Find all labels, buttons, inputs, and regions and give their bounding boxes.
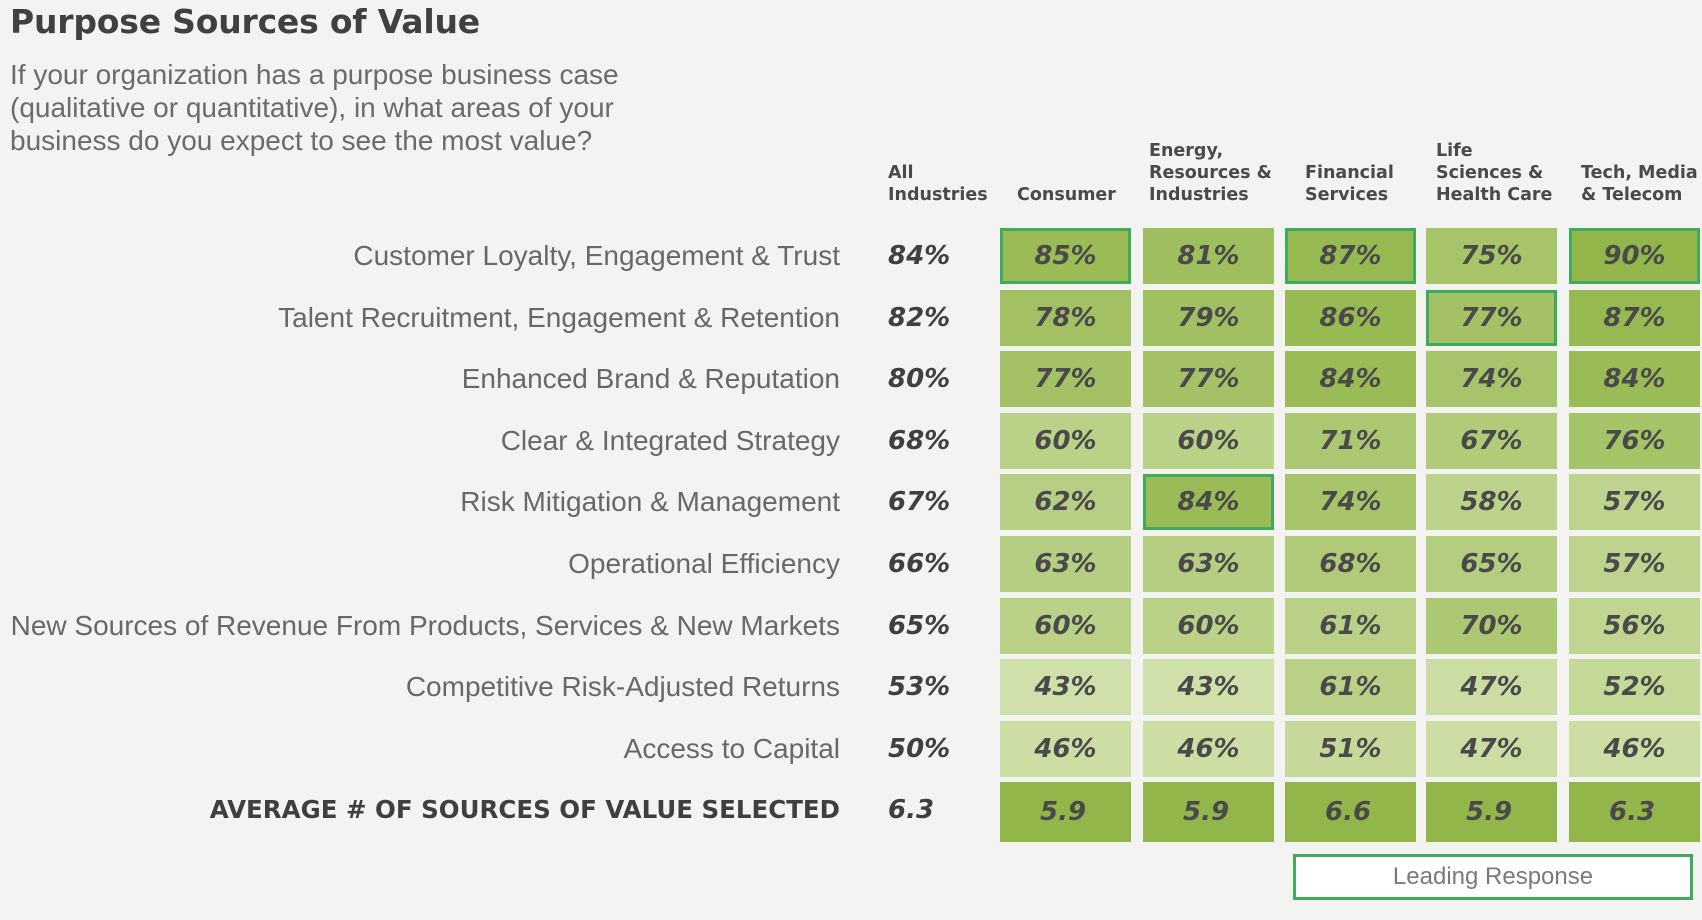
heatmap-cell: 68% (1285, 536, 1416, 592)
survey-question: If your organization has a purpose busin… (10, 59, 619, 156)
heatmap-cell: 6.6 (1285, 782, 1416, 843)
heatmap-cell-leading: 87% (1285, 228, 1416, 284)
heatmap-cell: 6.3 (1569, 782, 1700, 843)
column-header: All Industries (888, 163, 988, 205)
heatmap-cell: 65% (1426, 536, 1557, 592)
heatmap-cell: 77% (1000, 351, 1131, 408)
heatmap-cell: 46% (1000, 720, 1131, 777)
heatmap-cell: 52% (1569, 659, 1700, 716)
heatmap-cell: 60% (1143, 597, 1274, 654)
heatmap-cell: 74% (1285, 474, 1416, 531)
all-industries-value: 65% (888, 610, 951, 641)
all-industries-value: 82% (888, 302, 951, 333)
heatmap-cell: 62% (1000, 474, 1131, 531)
heatmap-cell: 5.9 (1000, 782, 1131, 843)
row-label: Risk Mitigation & Management (460, 486, 840, 518)
heatmap-cell: 87% (1569, 289, 1700, 346)
all-industries-value: 67% (888, 487, 951, 518)
row-label: Operational Efficiency (568, 548, 840, 579)
heatmap-cell: 47% (1426, 720, 1557, 777)
heatmap-cell: 84% (1285, 351, 1416, 408)
heatmap-cell: 71% (1285, 412, 1416, 469)
heatmap-cell: 86% (1285, 289, 1416, 346)
chart-title: Purpose Sources of Value (10, 2, 480, 41)
row-label: Enhanced Brand & Reputation (461, 363, 840, 395)
all-industries-value: 84% (888, 241, 951, 271)
heatmap-cell: 51% (1285, 720, 1416, 777)
heatmap-cell: 63% (1000, 536, 1131, 592)
heatmap-cell: 79% (1143, 289, 1274, 346)
all-industries-value: 6.3 (888, 795, 935, 826)
heatmap-cell: 43% (1143, 659, 1274, 716)
row-label: Customer Loyalty, Engagement & Trust (353, 240, 840, 271)
row-label: Competitive Risk-Adjusted Returns (405, 671, 840, 703)
heatmap-cell: 60% (1000, 597, 1131, 654)
all-industries-value: 80% (888, 364, 951, 395)
heatmap-cell-leading: 85% (1000, 228, 1131, 284)
column-header: Life Sciences & Health Care (1436, 141, 1553, 205)
heatmap-cell: 61% (1285, 597, 1416, 654)
column-header: Financial Services (1305, 163, 1394, 205)
heatmap-cell: 57% (1569, 474, 1700, 531)
heatmap-cell: 75% (1426, 228, 1557, 284)
column-header: Consumer (1017, 185, 1116, 205)
average-row-label: AVERAGE # OF SOURCES OF VALUE SELECTED (209, 795, 840, 825)
heatmap-cell: 61% (1285, 659, 1416, 716)
heatmap-cell: 76% (1569, 412, 1700, 469)
heatmap-cell: 5.9 (1143, 782, 1274, 843)
row-label: Access to Capital (623, 732, 840, 764)
heatmap-cell: 57% (1569, 536, 1700, 592)
heatmap-cell: 56% (1569, 597, 1700, 654)
heatmap-cell: 5.9 (1426, 782, 1557, 843)
all-industries-value: 68% (888, 425, 951, 456)
row-label: Talent Recruitment, Engagement & Retenti… (278, 301, 840, 333)
heatmap-cell: 58% (1426, 474, 1557, 531)
heatmap-cell: 81% (1143, 228, 1274, 284)
heatmap-cell: 60% (1143, 412, 1274, 469)
column-header: Tech, Media & Telecom (1581, 163, 1698, 205)
all-industries-value: 50% (888, 733, 951, 764)
heatmap-cell: 74% (1426, 351, 1557, 408)
column-header: Energy, Resources & Industries (1149, 141, 1272, 205)
row-label: New Sources of Revenue From Products, Se… (10, 609, 840, 641)
all-industries-value: 66% (888, 549, 951, 579)
row-label: Clear & Integrated Strategy (500, 424, 840, 456)
heatmap-cell: 43% (1000, 659, 1131, 716)
heatmap-cell: 47% (1426, 659, 1557, 716)
heatmap-cell: 67% (1426, 412, 1557, 469)
heatmap-cell: 46% (1569, 720, 1700, 777)
heatmap-cell: 46% (1143, 720, 1274, 777)
heatmap-cell-leading: 84% (1143, 474, 1274, 531)
heatmap-cell: 63% (1143, 536, 1274, 592)
heatmap-cell-leading: 77% (1426, 289, 1557, 346)
legend-leading-response: Leading Response (1293, 854, 1693, 900)
heatmap-cell: 77% (1143, 351, 1274, 408)
heatmap-cell: 78% (1000, 289, 1131, 346)
heatmap-cell: 60% (1000, 412, 1131, 469)
heatmap-cell: 70% (1426, 597, 1557, 654)
heatmap-cell: 84% (1569, 351, 1700, 408)
heatmap-cell-leading: 90% (1569, 228, 1700, 284)
all-industries-value: 53% (888, 672, 951, 703)
